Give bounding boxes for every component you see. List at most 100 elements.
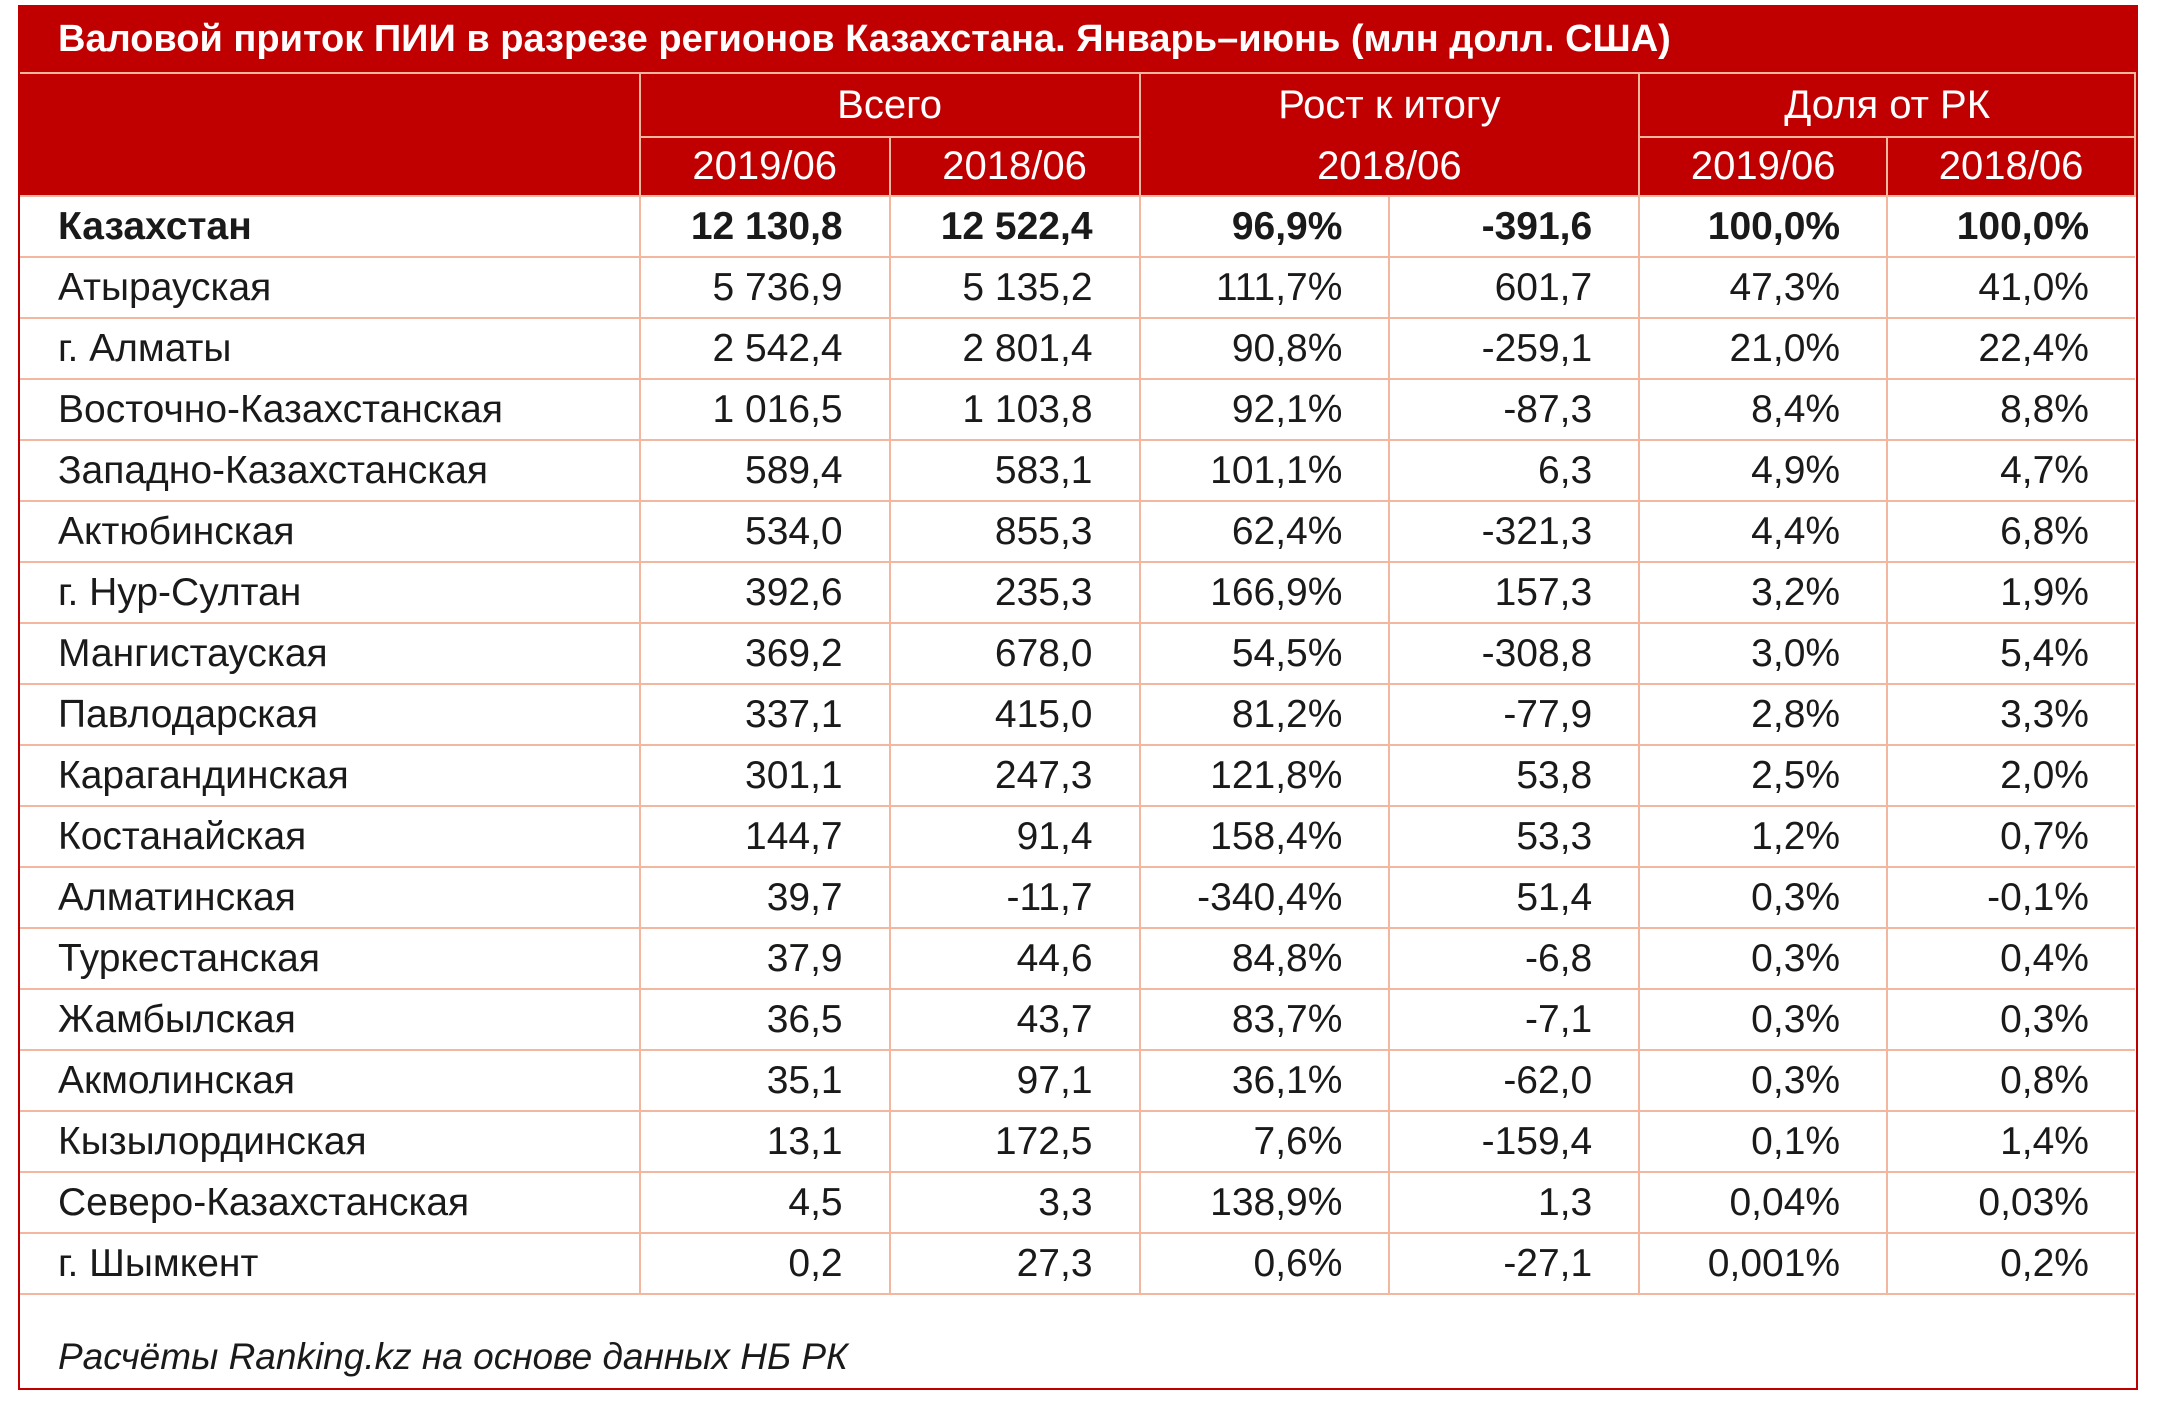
cell-growth-pct: 7,6% — [1138, 1110, 1391, 1173]
cell-total-2019: 5 736,9 — [638, 256, 891, 319]
table-row: г. Шымкент 0,2 27,3 0,6% -27,1 0,001% 0,2% — [20, 1232, 2135, 1295]
cell-total-2019: 35,1 — [638, 1049, 891, 1112]
table-row: Кызылординская 13,1 172,5 7,6% -159,4 0,1% 1,4… — [20, 1110, 2135, 1173]
cell-total-2019: 37,9 — [638, 927, 891, 990]
cell-total-2019: 1 016,5 — [638, 378, 891, 441]
table-row: Костанайская 144,7 91,4 158,4% 53,3 1,2% 0,7% — [20, 805, 2135, 868]
cell-total-2018: 2 801,4 — [888, 317, 1141, 380]
cell-share-2018: 5,4% — [1886, 622, 2135, 685]
table-row: Северо-Казахстанская 4,5 3,3 138,9% 1,3 0,04%… — [20, 1171, 2135, 1234]
cell-share-2019: 100,0% — [1638, 195, 1889, 258]
cell-share-2018: 6,8% — [1886, 500, 2135, 563]
cell-total-2018: 1 103,8 — [888, 378, 1141, 441]
region-name: Алматинская — [20, 866, 641, 929]
cell-growth-pct: 166,9% — [1138, 561, 1391, 624]
cell-share-2018: 0,7% — [1886, 805, 2135, 868]
table-row: Павлодарская 337,1 415,0 81,2% -77,9 2,8% 3,3% — [20, 683, 2135, 746]
cell-share-2019: 3,2% — [1638, 561, 1889, 624]
table-row: Карагандинская 301,1 247,3 121,8% 53,8 2,5% 2,… — [20, 744, 2135, 807]
cell-total-2018: 91,4 — [888, 805, 1141, 868]
table-row: Туркестанская 37,9 44,6 84,8% -6,8 0,3% 0,4% — [20, 927, 2135, 990]
cell-growth-abs: 53,3 — [1388, 805, 1641, 868]
region-name: Кызылординская — [20, 1110, 641, 1173]
table-row: Западно-Казахстанская 589,4 583,1 101,1% 6,3… — [20, 439, 2135, 502]
cell-share-2018: 8,8% — [1886, 378, 2135, 441]
source-note: Расчёты Ranking.kz на основе данных НБ Р… — [58, 1336, 848, 1377]
cell-growth-abs: 53,8 — [1388, 744, 1641, 807]
table-row: Актюбинская 534,0 855,3 62,4% -321,3 4,4% 6,8% — [20, 500, 2135, 563]
cell-total-2018: 415,0 — [888, 683, 1141, 746]
cell-total-2019: 13,1 — [638, 1110, 891, 1173]
cell-total-2019: 301,1 — [638, 744, 891, 807]
cell-growth-abs: -77,9 — [1388, 683, 1641, 746]
region-name: Актюбинская — [20, 500, 641, 563]
cell-share-2018: 0,03% — [1886, 1171, 2135, 1234]
cell-growth-abs: -7,1 — [1388, 988, 1641, 1051]
table-row: Мангистауская 369,2 678,0 54,5% -308,8 3,0% 5,… — [20, 622, 2135, 685]
header-group-growth: Рост к итогу — [1138, 72, 1641, 137]
cell-total-2019: 589,4 — [638, 439, 891, 502]
cell-growth-abs: 1,3 — [1388, 1171, 1641, 1234]
cell-total-2018: 172,5 — [888, 1110, 1141, 1173]
cell-growth-pct: 84,8% — [1138, 927, 1391, 990]
region-name: Туркестанская — [20, 927, 641, 990]
cell-total-2018: 12 522,4 — [888, 195, 1141, 258]
cell-growth-abs: 601,7 — [1388, 256, 1641, 319]
cell-share-2019: 0,3% — [1638, 1049, 1889, 1112]
cell-growth-abs: 51,4 — [1388, 866, 1641, 929]
header-sub-total-2019: 2019/06 — [638, 136, 891, 197]
region-name: Мангистауская — [20, 622, 641, 685]
region-name: Павлодарская — [20, 683, 641, 746]
cell-growth-abs: -159,4 — [1388, 1110, 1641, 1173]
table-row: Восточно-Казахстанская 1 016,5 1 103,8 92,1… — [20, 378, 2135, 441]
cell-growth-abs: 6,3 — [1388, 439, 1641, 502]
cell-growth-pct: 0,6% — [1138, 1232, 1391, 1295]
cell-share-2019: 2,5% — [1638, 744, 1889, 807]
cell-total-2018: 44,6 — [888, 927, 1141, 990]
cell-share-2019: 3,0% — [1638, 622, 1889, 685]
cell-growth-pct: 111,7% — [1138, 256, 1391, 319]
cell-share-2019: 8,4% — [1638, 378, 1889, 441]
cell-share-2018: 3,3% — [1886, 683, 2135, 746]
cell-total-2018: -11,7 — [888, 866, 1141, 929]
cell-share-2019: 0,3% — [1638, 988, 1889, 1051]
cell-total-2019: 392,6 — [638, 561, 891, 624]
cell-total-2018: 583,1 — [888, 439, 1141, 502]
cell-share-2018: 4,7% — [1886, 439, 2135, 502]
cell-total-2019: 0,2 — [638, 1232, 891, 1295]
cell-share-2018: 100,0% — [1886, 195, 2135, 258]
cell-growth-abs: -259,1 — [1388, 317, 1641, 380]
cell-growth-pct: -340,4% — [1138, 866, 1391, 929]
cell-total-2019: 369,2 — [638, 622, 891, 685]
cell-total-2018: 43,7 — [888, 988, 1141, 1051]
cell-share-2019: 2,8% — [1638, 683, 1889, 746]
cell-total-2018: 247,3 — [888, 744, 1141, 807]
table-title: Валовой приток ПИИ в разрезе регионов Ка… — [20, 7, 2136, 72]
cell-growth-abs: -321,3 — [1388, 500, 1641, 563]
table-row: г. Алматы 2 542,4 2 801,4 90,8% -259,1 21,0% 2… — [20, 317, 2135, 380]
cell-total-2019: 12 130,8 — [638, 195, 891, 258]
table-row: г. Нур-Султан 392,6 235,3 166,9% 157,3 3,2% 1,… — [20, 561, 2135, 624]
header-sub-total-2018: 2018/06 — [888, 136, 1141, 197]
cell-total-2018: 855,3 — [888, 500, 1141, 563]
cell-growth-pct: 158,4% — [1138, 805, 1391, 868]
region-name: г. Шымкент — [20, 1232, 641, 1295]
table-row: Атырауская 5 736,9 5 135,2 111,7% 601,7 47,3%… — [20, 256, 2135, 319]
region-name: Западно-Казахстанская — [20, 439, 641, 502]
region-name: Карагандинская — [20, 744, 641, 807]
cell-growth-abs: -6,8 — [1388, 927, 1641, 990]
cell-total-2019: 534,0 — [638, 500, 891, 563]
cell-growth-abs: -308,8 — [1388, 622, 1641, 685]
header-group-share: Доля от РК — [1638, 72, 2136, 138]
table-frame: Валовой приток ПИИ в разрезе регионов Ка… — [18, 5, 2138, 1390]
cell-total-2018: 97,1 — [888, 1049, 1141, 1112]
cell-share-2018: 0,3% — [1886, 988, 2135, 1051]
cell-share-2019: 1,2% — [1638, 805, 1889, 868]
header-sub-growth-2018: 2018/06 — [1138, 137, 1641, 197]
cell-share-2019: 0,04% — [1638, 1171, 1889, 1234]
cell-growth-abs: 157,3 — [1388, 561, 1641, 624]
cell-growth-pct: 96,9% — [1138, 195, 1391, 258]
cell-share-2019: 0,3% — [1638, 866, 1889, 929]
cell-share-2019: 4,4% — [1638, 500, 1889, 563]
cell-growth-abs: -27,1 — [1388, 1232, 1641, 1295]
